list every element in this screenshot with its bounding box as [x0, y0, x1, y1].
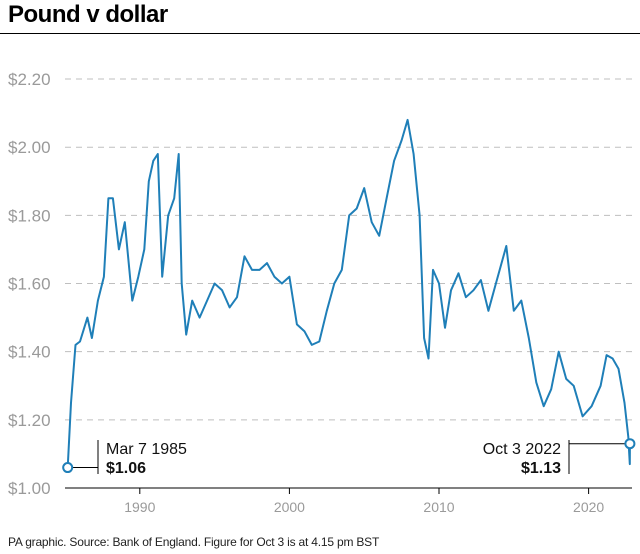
- annotation-date: Mar 7 1985: [106, 441, 187, 458]
- annotation-point: [624, 438, 636, 450]
- y-tick-label: $1.20: [8, 411, 51, 430]
- chart-title: Pound v dollar: [8, 1, 168, 28]
- annotation-value: $1.06: [106, 460, 146, 477]
- x-tick-label: 1990: [124, 499, 155, 515]
- series-line: [66, 118, 631, 468]
- y-tick-label: $1.60: [8, 275, 51, 294]
- x-tick-label: 2000: [274, 499, 305, 515]
- y-tick-label: $2.00: [8, 138, 51, 157]
- y-axis-ticks: $1.00 $1.20 $1.40 $1.60 $1.80 $2.00 $2.20: [8, 70, 51, 498]
- y-tick-label: $2.20: [8, 70, 51, 89]
- annotation-value: $1.13: [521, 460, 561, 477]
- y-tick-label: $1.00: [8, 479, 51, 498]
- annotation-point: [62, 462, 74, 474]
- y-tick-label: $1.40: [8, 343, 51, 362]
- gridlines: [65, 78, 632, 421]
- x-axis-ticks: 1990 2000 2010 2020: [124, 488, 604, 515]
- title-rule: [0, 33, 640, 34]
- annotation-start: Mar 7 1985 $1.06: [62, 440, 187, 477]
- y-tick-label: $1.80: [8, 206, 51, 225]
- x-tick-label: 2020: [573, 499, 604, 515]
- source-note: PA graphic. Source: Bank of England. Fig…: [8, 535, 380, 549]
- annotations: Mar 7 1985 $1.06 Oct 3 2022 $1.13: [62, 438, 636, 477]
- x-tick-label: 2010: [423, 499, 454, 515]
- annotation-end: Oct 3 2022 $1.13: [483, 438, 636, 477]
- annotation-date: Oct 3 2022: [483, 441, 561, 458]
